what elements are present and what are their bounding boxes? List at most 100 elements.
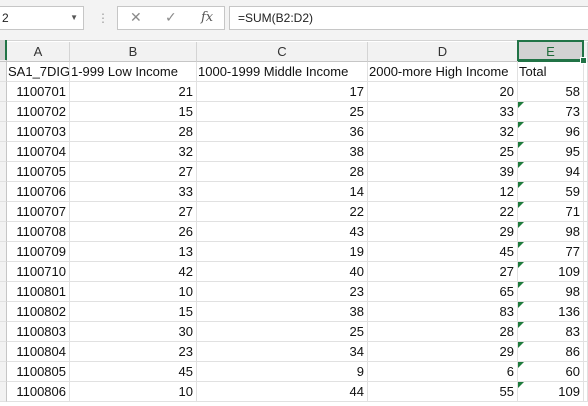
cell[interactable]: 14 [197,182,368,202]
row-header[interactable] [0,182,7,202]
cell[interactable]: 38 [197,302,368,322]
cell[interactable]: 25 [197,322,368,342]
cell[interactable]: 10 [70,382,197,402]
row-header[interactable] [0,302,7,322]
total-cell[interactable]: 95 [518,142,584,162]
column-header-e[interactable]: E [518,42,584,62]
check-icon[interactable]: ✓ [165,9,177,25]
cell[interactable]: 23 [197,282,368,302]
row-header[interactable] [0,82,7,102]
total-cell[interactable]: 94 [518,162,584,182]
cell[interactable]: 1100708 [7,222,70,242]
cell[interactable]: 1100709 [7,242,70,262]
cell[interactable]: 1100804 [7,342,70,362]
cell[interactable]: 1100707 [7,202,70,222]
cell[interactable] [584,262,588,282]
column-header-d[interactable]: D [368,42,518,62]
cell[interactable]: 39 [368,162,518,182]
cell[interactable]: 25 [197,102,368,122]
cell[interactable]: 44 [197,382,368,402]
total-cell[interactable]: 109 [518,382,584,402]
drag-handle-icon[interactable]: ⋮ [97,11,109,25]
cell[interactable]: 28 [368,322,518,342]
cell[interactable] [584,282,588,302]
cell[interactable]: 15 [70,302,197,322]
total-cell[interactable]: 98 [518,222,584,242]
total-cell[interactable]: 98 [518,282,584,302]
cell[interactable]: 15 [70,102,197,122]
cell[interactable] [584,342,588,362]
row-header[interactable] [0,322,7,342]
cell[interactable]: 29 [368,342,518,362]
row-header[interactable] [0,142,7,162]
cell[interactable]: 22 [197,202,368,222]
cell[interactable]: 6 [368,362,518,382]
header-cell[interactable]: 1-999 Low Income [70,62,197,82]
cell[interactable]: 32 [368,122,518,142]
cell[interactable]: 30 [70,322,197,342]
header-cell[interactable]: 2000-more High Income [368,62,518,82]
cell[interactable] [584,222,588,242]
cell[interactable] [584,302,588,322]
total-cell[interactable]: 59 [518,182,584,202]
row-header[interactable] [0,222,7,242]
cell[interactable] [584,82,588,102]
insert-function-icon[interactable]: fx [201,10,214,25]
cell[interactable] [584,122,588,142]
cell[interactable]: 1100702 [7,102,70,122]
cell[interactable]: 27 [70,162,197,182]
cell[interactable]: 28 [197,162,368,182]
cell[interactable]: 20 [368,82,518,102]
cell[interactable]: 13 [70,242,197,262]
cell[interactable]: 1100706 [7,182,70,202]
cell[interactable] [584,102,588,122]
cell[interactable] [584,182,588,202]
cell[interactable] [584,382,588,402]
chevron-down-icon[interactable]: ▼ [70,13,78,22]
cell[interactable]: 55 [368,382,518,402]
cell[interactable]: 1100701 [7,82,70,102]
cell[interactable]: 83 [368,302,518,322]
header-cell[interactable]: 1000-1999 Middle Income [197,62,368,82]
cell[interactable] [584,322,588,342]
cell[interactable]: 19 [197,242,368,262]
cell[interactable]: 1100803 [7,322,70,342]
cell[interactable]: 1100703 [7,122,70,142]
cancel-icon[interactable]: ✕ [130,9,142,25]
row-header[interactable] [0,282,7,302]
cell[interactable]: 34 [197,342,368,362]
cell[interactable] [584,242,588,262]
cell[interactable]: 1100806 [7,382,70,402]
formula-input[interactable]: =SUM(B2:D2) [229,6,588,30]
cell[interactable] [584,62,588,82]
column-header-b[interactable]: B [70,42,197,62]
row-header[interactable] [0,62,7,82]
cell[interactable]: 38 [197,142,368,162]
cell[interactable]: 45 [70,362,197,382]
total-cell[interactable]: 73 [518,102,584,122]
row-header[interactable] [0,122,7,142]
column-header-a[interactable]: A [7,42,70,62]
row-header[interactable] [0,162,7,182]
cell[interactable] [584,202,588,222]
header-cell[interactable]: SA1_7DIGITCODE [7,62,70,82]
cell[interactable] [584,362,588,382]
cell[interactable]: 42 [70,262,197,282]
header-cell[interactable]: Total [518,62,584,82]
cell[interactable]: 25 [368,142,518,162]
row-header[interactable] [0,102,7,122]
total-cell[interactable]: 86 [518,342,584,362]
cell[interactable]: 33 [70,182,197,202]
cell[interactable] [584,142,588,162]
fill-handle[interactable] [580,57,587,64]
total-cell[interactable]: 77 [518,242,584,262]
cell[interactable]: 9 [197,362,368,382]
column-header-c[interactable]: C [197,42,368,62]
name-box[interactable]: 2 ▼ [0,6,84,30]
total-cell[interactable]: 71 [518,202,584,222]
total-cell[interactable]: 83 [518,322,584,342]
row-header[interactable] [0,362,7,382]
row-header[interactable] [0,262,7,282]
total-cell[interactable]: 60 [518,362,584,382]
cell[interactable]: 26 [70,222,197,242]
